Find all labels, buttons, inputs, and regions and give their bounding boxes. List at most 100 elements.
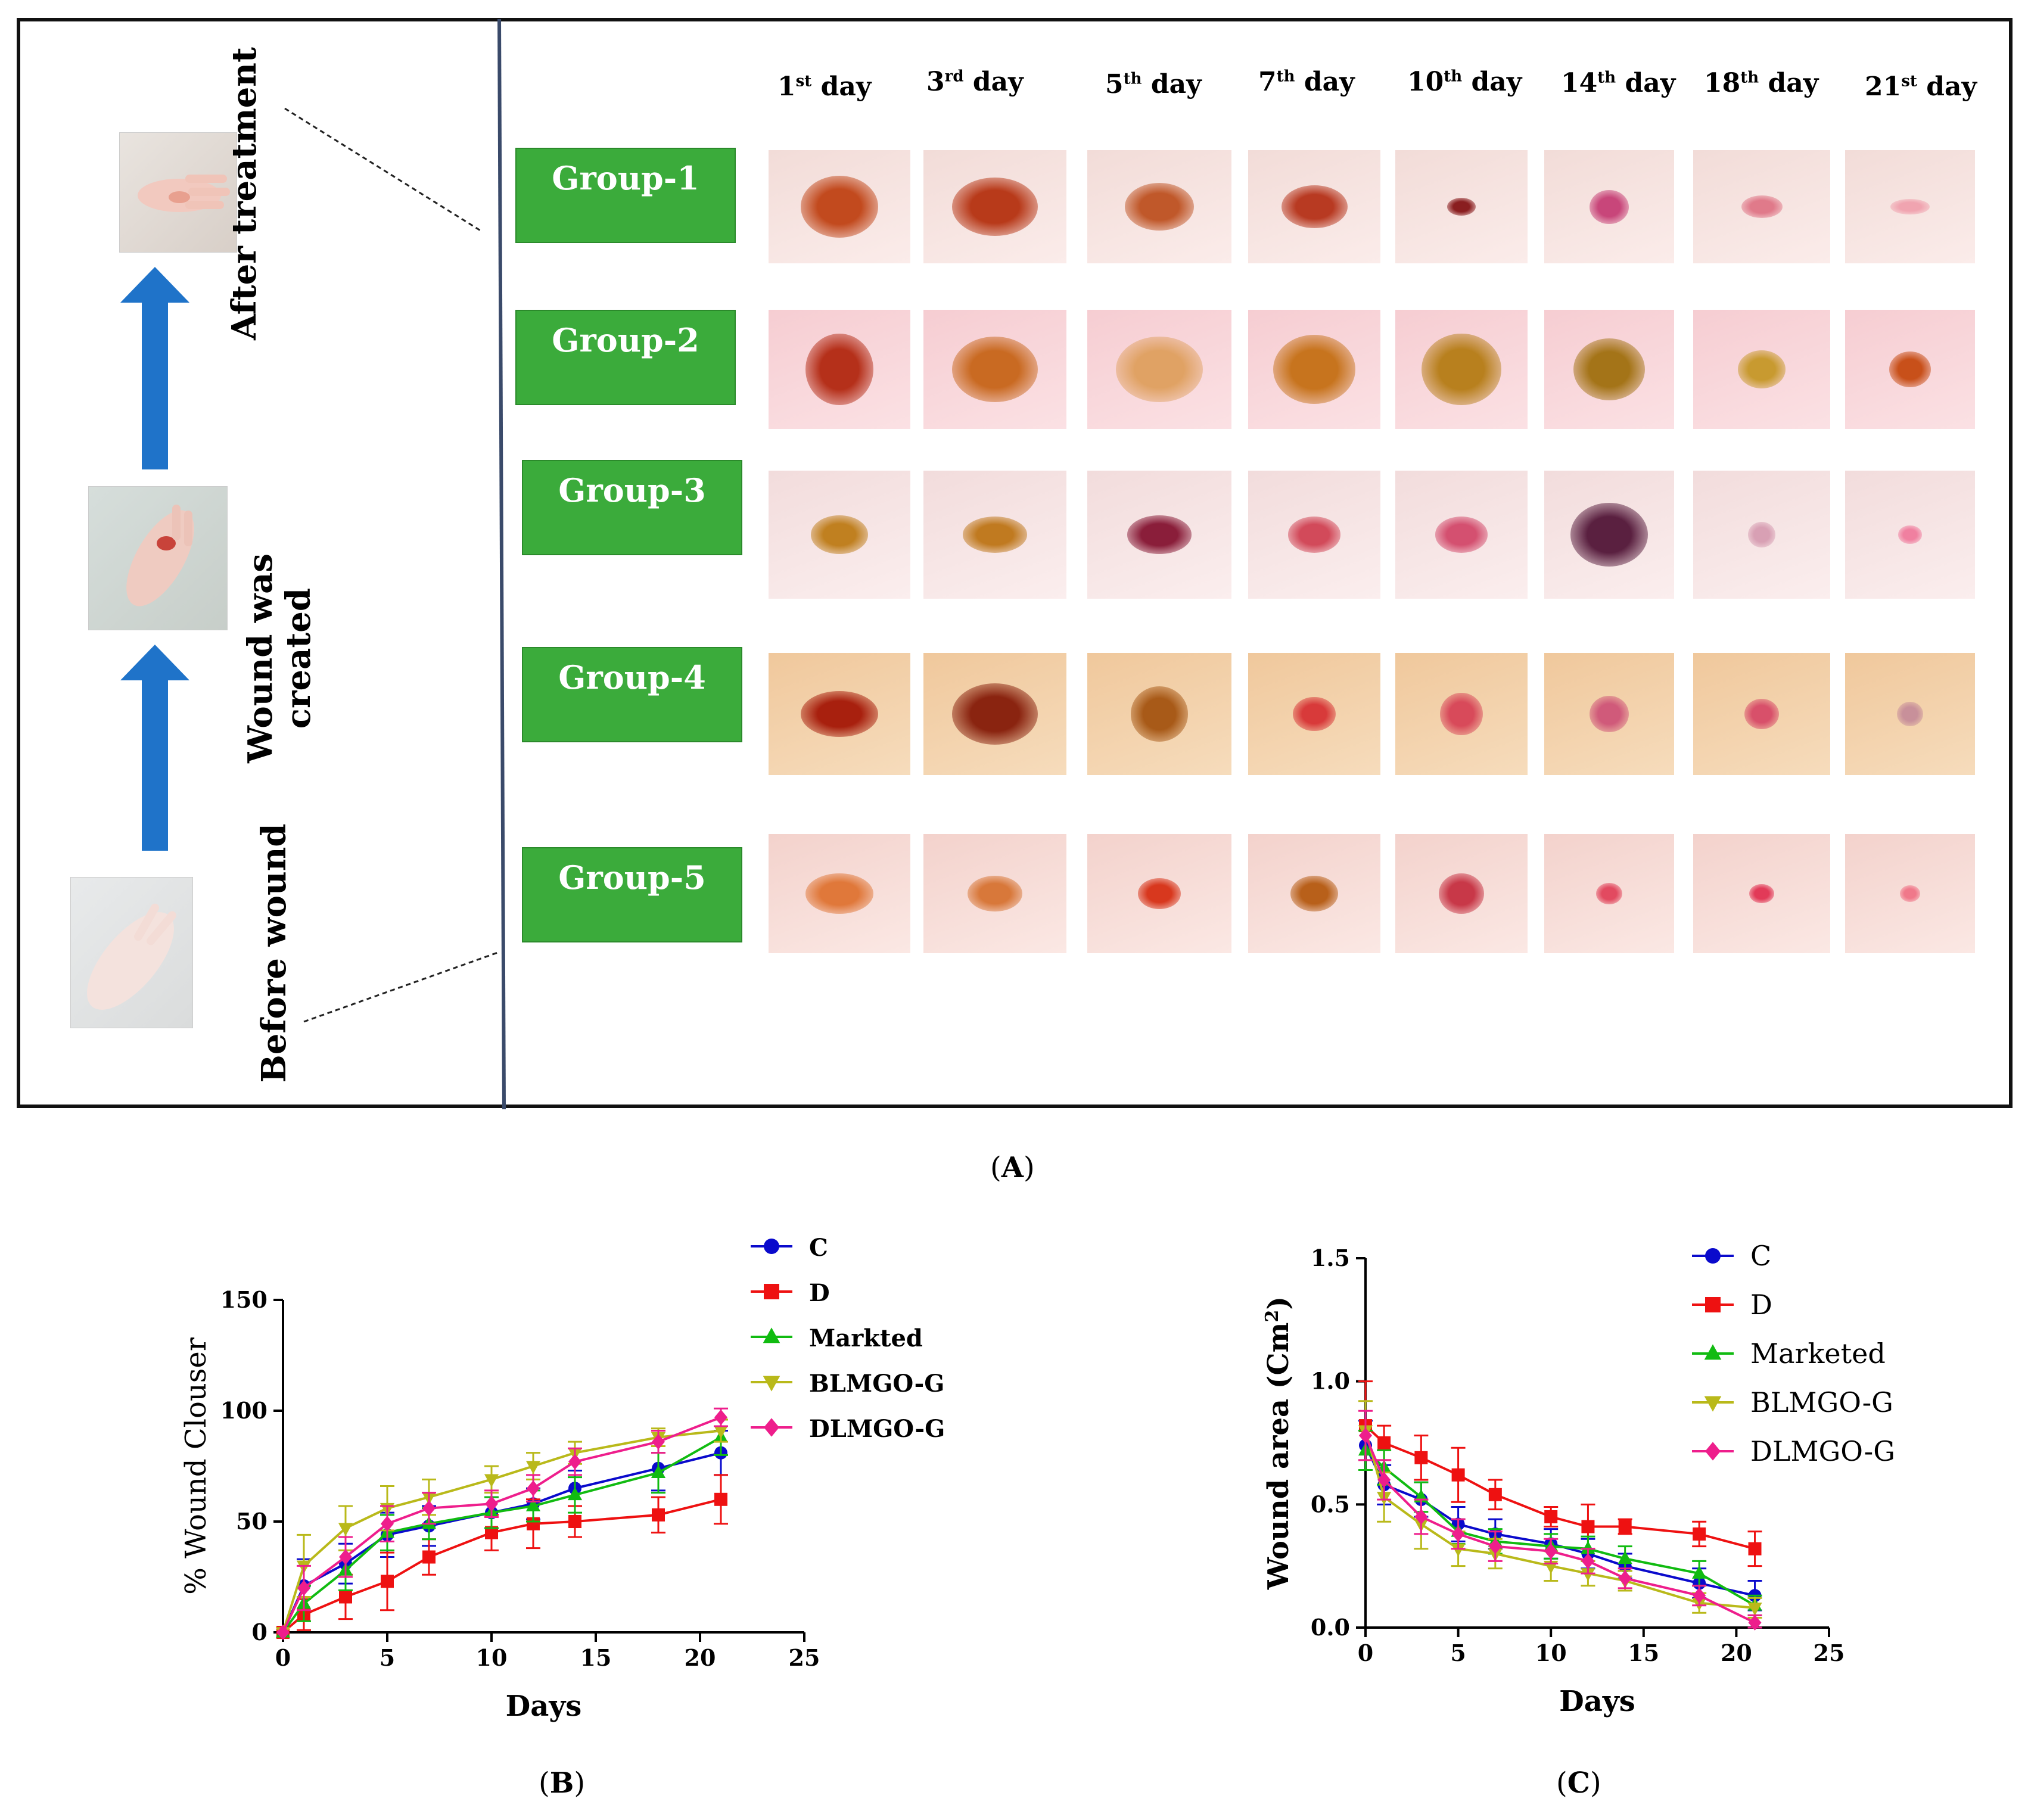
y-tick-label: 50 xyxy=(236,1508,268,1535)
wound-photo-group4-day3 xyxy=(923,653,1066,775)
wound-spot xyxy=(1890,198,1930,215)
stage-label-before-wound: Before wound xyxy=(254,823,294,1083)
data-point xyxy=(1693,1588,1706,1604)
legend-item-blmgo-g: BLMGO-G xyxy=(751,1370,944,1398)
wound-spot xyxy=(800,175,879,238)
day-label-3: 3rd day xyxy=(926,67,1024,97)
legend-item-d: D xyxy=(751,1279,830,1307)
legend-label: Marketed xyxy=(1750,1337,1886,1370)
x-axis-label: Days xyxy=(506,1690,582,1723)
legend-label: D xyxy=(1750,1289,1772,1321)
wound-spot xyxy=(1744,698,1779,730)
wound-photo-group3-day1 xyxy=(769,471,910,599)
data-point xyxy=(568,1454,581,1470)
wound-spot xyxy=(1116,337,1203,402)
series-dlmgo-g xyxy=(1358,1410,1762,1631)
legend-item-markted: Markted xyxy=(751,1324,923,1352)
chart-c: 0 5 10 15 20 25 0.0 0.5 1.0 1.5 Days Wound area (Cm… xyxy=(1262,1240,1895,1718)
data-point xyxy=(1451,1543,1466,1557)
wound-spot xyxy=(1573,338,1645,400)
wound-photo-group4-day1 xyxy=(769,653,910,775)
group-label-3: Group-3 xyxy=(522,460,742,555)
legend-marker xyxy=(764,1239,779,1254)
data-point xyxy=(1581,1541,1595,1554)
wound-photo-group1-day21 xyxy=(1845,150,1975,263)
wound-photo-group2-day5 xyxy=(1087,310,1231,429)
legend-label: DLMGO-G xyxy=(809,1415,945,1443)
wound-spot xyxy=(952,337,1038,402)
wound-photo-group2-day7 xyxy=(1248,310,1380,429)
data-point xyxy=(1693,1527,1706,1541)
day-label-5: 5th day xyxy=(1105,69,1202,99)
wound-spot xyxy=(952,177,1038,237)
wound-photo-group3-day5 xyxy=(1087,471,1231,599)
y-tick-label: 1.5 xyxy=(1311,1245,1350,1271)
series-line xyxy=(282,1436,721,1634)
data-point xyxy=(1414,1451,1428,1464)
wound-photo-group1-day10 xyxy=(1395,150,1528,263)
wound-spot xyxy=(1741,195,1783,218)
stage-label-wound-created-line1: Wound was xyxy=(241,553,280,763)
legend-marker xyxy=(1705,1297,1721,1312)
data-point xyxy=(1581,1520,1595,1533)
caption-b: (B) xyxy=(539,1766,586,1800)
wound-spot xyxy=(1273,335,1355,404)
wound-photo-group3-day14 xyxy=(1544,471,1674,599)
x-tick-label: 25 xyxy=(789,1644,820,1671)
y-axis-label: % Wound Clouser xyxy=(179,1337,213,1595)
x-tick-label: 5 xyxy=(380,1644,395,1671)
wound-photo-group3-day7 xyxy=(1248,471,1380,599)
data-point xyxy=(1359,1427,1372,1443)
y-axis-label: Wound area (Cm2) xyxy=(1262,1296,1296,1590)
wound-spot xyxy=(1737,350,1786,388)
group-label-5: Group-5 xyxy=(522,847,742,942)
legend-item-d: D xyxy=(1692,1289,1772,1321)
legend-label: BLMGO-G xyxy=(809,1370,944,1398)
wound-spot xyxy=(952,683,1038,745)
day-label-10: 10th day xyxy=(1407,67,1522,97)
wound-photo-group1-day1 xyxy=(769,150,910,263)
wound-photo-group1-day14 xyxy=(1544,150,1674,263)
wound-spot xyxy=(1127,515,1192,554)
group-label-4: Group-4 xyxy=(522,647,742,742)
group-label-2: Group-2 xyxy=(515,310,736,405)
legend-item-blmgo-g: BLMGO-G xyxy=(1692,1386,1893,1418)
y-tick-label: 1.0 xyxy=(1311,1368,1350,1395)
connector-top xyxy=(284,107,482,232)
series-line xyxy=(282,1451,721,1633)
legend-item-c: C xyxy=(1692,1240,1771,1272)
caption-c: (C) xyxy=(1556,1766,1601,1800)
wound-photo-group5-day18 xyxy=(1693,834,1830,953)
wound-spot xyxy=(1749,884,1774,903)
wound-photo-group4-day5 xyxy=(1087,653,1231,775)
legend-marker xyxy=(763,1376,780,1392)
data-point xyxy=(525,1498,541,1511)
data-point xyxy=(1377,1436,1391,1449)
series-line xyxy=(1364,1435,1756,1624)
x-tick-label: 25 xyxy=(1814,1639,1845,1666)
legend-item-dlmgo-g: DLMGO-G xyxy=(751,1415,945,1443)
day-label-1: 1st day xyxy=(777,71,872,102)
data-point xyxy=(652,1433,665,1450)
wound-photo-group2-day3 xyxy=(923,310,1066,429)
arrow-up-icon xyxy=(120,645,189,851)
data-point xyxy=(714,1409,727,1426)
arrow-up-icon xyxy=(120,267,189,469)
wound-spot xyxy=(1435,517,1488,553)
stage-label-after-treatment: After treatment xyxy=(225,47,264,340)
data-point xyxy=(1414,1508,1428,1525)
day-label-21: 21st day xyxy=(1865,71,1977,102)
data-point xyxy=(1451,1468,1465,1482)
data-point xyxy=(1747,1603,1762,1616)
x-tick-label: 15 xyxy=(1628,1639,1659,1666)
data-point xyxy=(1581,1568,1595,1582)
legend-label: D xyxy=(809,1279,830,1307)
legend-label: DLMGO-G xyxy=(1750,1435,1895,1467)
data-point xyxy=(1618,1551,1632,1564)
hand-wound-created-photo xyxy=(88,486,228,630)
wound-photo-group5-day5 xyxy=(1087,834,1231,953)
connector-bottom xyxy=(303,951,500,1023)
data-point xyxy=(1581,1553,1595,1569)
y-tick-label: 100 xyxy=(220,1397,268,1424)
y-tick-label: 150 xyxy=(220,1286,268,1313)
